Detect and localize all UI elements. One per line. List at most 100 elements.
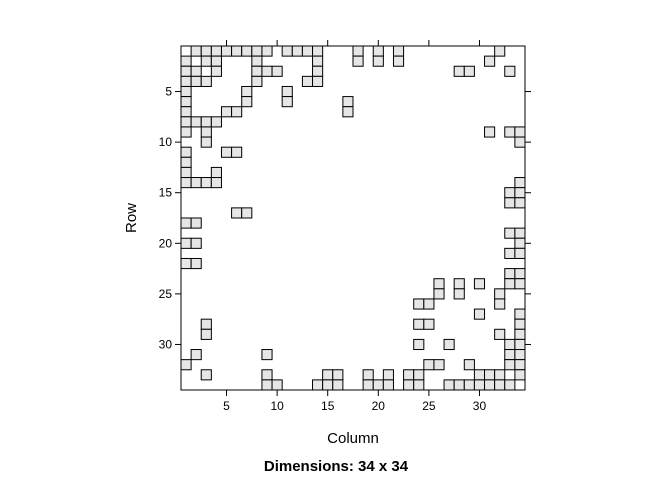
matrix-cell-2-18 xyxy=(352,55,364,67)
matrix-cell-8-3 xyxy=(200,116,212,128)
matrix-cell-24-30 xyxy=(473,278,486,290)
matrix-cell-31-2 xyxy=(190,349,202,361)
matrix-cell-1-5 xyxy=(220,45,233,57)
matrix-cell-3-1 xyxy=(180,65,192,77)
matrix-cell-10-3 xyxy=(200,136,212,148)
matrix-cell-5-11 xyxy=(281,85,293,98)
matrix-cell-17-7 xyxy=(241,207,253,219)
matrix-cell-9-3 xyxy=(200,126,212,138)
matrix-cell-1-11 xyxy=(281,45,293,57)
matrix-cell-1-6 xyxy=(231,45,243,57)
matrix-cell-4-13 xyxy=(301,75,314,87)
matrix-cell-12-1 xyxy=(180,156,192,168)
matrix-cell-34-33 xyxy=(504,379,516,391)
x-tick-label-20: 20 xyxy=(372,399,386,413)
matrix-cell-34-20 xyxy=(372,379,384,391)
matrix-cell-1-8 xyxy=(251,45,263,57)
matrix-cell-34-30 xyxy=(473,379,486,391)
matrix-cell-26-24 xyxy=(413,298,425,310)
matrix-cell-7-1 xyxy=(180,106,192,118)
matrix-cell-32-34 xyxy=(514,359,526,371)
matrix-cell-14-3 xyxy=(200,177,212,189)
matrix-cell-1-22 xyxy=(392,45,405,57)
matrix-cell-6-17 xyxy=(342,96,354,108)
matrix-cell-20-1 xyxy=(180,237,192,249)
axis-ticks: 5 10 15 20 25 30 5 10 15 20 25 30 xyxy=(159,40,531,413)
matrix-cell-33-15 xyxy=(322,369,334,381)
matrix-cell-34-10 xyxy=(271,379,283,391)
matrix-cell-8-1 xyxy=(180,116,192,128)
matrix-cell-24-33 xyxy=(504,278,516,290)
y-tick-label-5: 5 xyxy=(165,85,172,99)
matrix-cell-33-30 xyxy=(473,369,486,381)
matrix-cell-30-33 xyxy=(504,338,516,351)
matrix-cell-18-1 xyxy=(180,217,192,229)
matrix-cell-2-20 xyxy=(372,55,384,67)
matrix-cell-3-33 xyxy=(504,65,516,77)
matrix-cell-1-18 xyxy=(352,45,364,57)
matrix-cell-33-21 xyxy=(382,369,394,381)
matrix-cells xyxy=(180,45,526,391)
matrix-cell-3-2 xyxy=(190,65,202,77)
matrix-cell-33-16 xyxy=(332,369,344,381)
matrix-cell-2-8 xyxy=(251,55,263,67)
matrix-cell-34-31 xyxy=(484,379,496,391)
matrix-cell-15-33 xyxy=(504,187,516,199)
matrix-cell-3-28 xyxy=(453,65,465,77)
matrix-cell-13-4 xyxy=(210,166,222,179)
matrix-cell-7-6 xyxy=(231,106,243,118)
matrix-cell-31-33 xyxy=(504,349,516,361)
matrix-cell-32-29 xyxy=(463,359,475,371)
matrix-cell-3-4 xyxy=(210,65,222,77)
matrix-cell-33-3 xyxy=(200,369,212,381)
matrix-cell-11-5 xyxy=(220,146,233,158)
matrix-cell-1-20 xyxy=(372,45,384,57)
matrix-cell-5-1 xyxy=(180,85,192,98)
matrix-cell-29-3 xyxy=(200,328,212,340)
matrix-cell-18-2 xyxy=(190,217,202,229)
matrix-cell-33-32 xyxy=(494,369,506,381)
matrix-cell-13-1 xyxy=(180,166,192,179)
y-tick-label-25: 25 xyxy=(159,287,173,301)
matrix-cell-25-28 xyxy=(453,288,465,300)
matrix-cell-10-34 xyxy=(514,136,526,148)
matrix-cell-30-27 xyxy=(443,338,455,351)
matrix-cell-2-22 xyxy=(392,55,405,67)
matrix-cell-6-11 xyxy=(281,96,293,108)
matrix-cell-31-34 xyxy=(514,349,526,361)
matrix-cell-28-24 xyxy=(413,318,425,330)
matrix-cell-16-34 xyxy=(514,197,526,209)
y-axis-label: Row xyxy=(123,203,140,233)
y-tick-label-10: 10 xyxy=(159,135,173,149)
matrix-cell-14-1 xyxy=(180,177,192,189)
matrix-cell-4-2 xyxy=(190,75,202,87)
matrix-cell-32-1 xyxy=(180,359,192,371)
matrix-cell-34-21 xyxy=(382,379,394,391)
matrix-cell-21-34 xyxy=(514,247,526,259)
matrix-cell-1-32 xyxy=(494,45,506,57)
matrix-cell-16-33 xyxy=(504,197,516,209)
matrix-cell-4-3 xyxy=(200,75,212,87)
matrix-cell-33-24 xyxy=(413,369,425,381)
matrix-cell-11-6 xyxy=(231,146,243,158)
matrix-cell-22-1 xyxy=(180,257,192,270)
matrix-cell-3-29 xyxy=(463,65,475,77)
matrix-cell-32-26 xyxy=(433,359,445,371)
matrix-cell-3-8 xyxy=(251,65,263,77)
matrix-cell-34-29 xyxy=(463,379,475,391)
matrix-cell-34-9 xyxy=(261,379,273,391)
matrix-cell-8-4 xyxy=(210,116,222,128)
matrix-cell-34-23 xyxy=(403,379,415,391)
matrix-cell-29-32 xyxy=(494,328,506,340)
matrix-cell-9-31 xyxy=(484,126,496,138)
matrix-cell-27-34 xyxy=(514,308,526,320)
matrix-cell-7-17 xyxy=(342,106,354,118)
matrix-cell-19-33 xyxy=(504,227,516,239)
matrix-cell-1-9 xyxy=(261,45,273,57)
matrix-cell-32-33 xyxy=(504,359,516,371)
matrix-cell-33-9 xyxy=(261,369,273,381)
matrix-cell-33-23 xyxy=(403,369,415,381)
matrix-cell-26-32 xyxy=(494,298,506,310)
matrix-cell-33-19 xyxy=(362,369,374,381)
